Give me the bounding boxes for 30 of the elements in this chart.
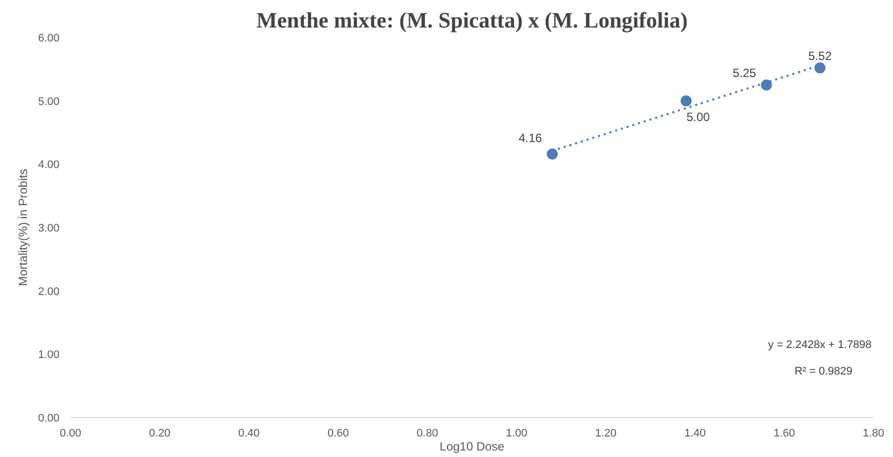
x-tick-label: 1.60 [774, 428, 795, 440]
x-tick-label: 1.80 [862, 428, 884, 440]
point [546, 148, 558, 160]
data-label: 5.25 [732, 66, 756, 80]
y-tick-label: 4.00 [38, 159, 60, 172]
y-tick-label: 5.00 [38, 96, 60, 108]
y-tick-label: 0.00 [38, 412, 60, 424]
y-tick-label: 2.00 [38, 286, 60, 298]
x-tick-label: 1.20 [595, 428, 617, 440]
x-tick-label: 0.20 [149, 428, 170, 440]
data-label: 5.00 [686, 110, 710, 124]
point [760, 80, 772, 90]
point [814, 62, 826, 74]
annotation: y = 2.2428x + 1.7898 [768, 339, 872, 351]
x-tick-label: 0.00 [60, 428, 82, 440]
data-label: 5.52 [808, 48, 832, 63]
x-tick-label: 1.40 [684, 428, 706, 440]
x-tick-label: 1.00 [506, 428, 528, 440]
y-tick-label: 6.00 [38, 32, 60, 44]
chart-title: Menthe mixte: (M. Spicatta) x (M. Longifolia) [256, 8, 688, 32]
x-tick-label: 0.40 [238, 428, 260, 440]
annotation: R² = 0.9829 [794, 366, 852, 378]
x-tick-label: 0.80 [416, 428, 438, 440]
y-tick-label: 3.00 [38, 222, 60, 234]
y-tick-label: 1.00 [38, 349, 60, 362]
x-tick-label: 0.60 [327, 428, 349, 440]
point [680, 95, 692, 106]
y-axis-title: Mortality(%) in Probits [16, 168, 30, 286]
data-label: 4.16 [518, 131, 542, 146]
x-axis-title: Log10 Dose [440, 440, 505, 454]
